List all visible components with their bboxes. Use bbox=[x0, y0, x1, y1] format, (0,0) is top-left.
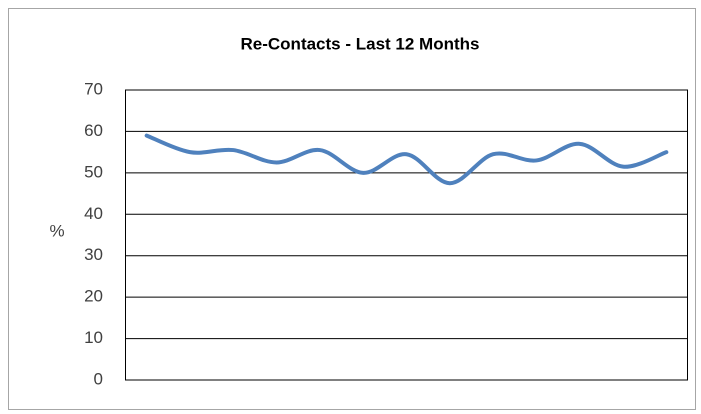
y-tick-label: 60 bbox=[84, 121, 103, 140]
chart-title: Re-Contacts - Last 12 Months bbox=[241, 34, 480, 53]
y-axis-label: % bbox=[49, 221, 64, 240]
y-tick-label: 50 bbox=[84, 162, 103, 181]
y-tick-label: 0 bbox=[94, 369, 103, 388]
y-tick-label: 70 bbox=[84, 79, 103, 98]
y-tick-label: 20 bbox=[84, 287, 103, 306]
y-tick-label: 30 bbox=[84, 245, 103, 264]
y-tick-label: 10 bbox=[84, 328, 103, 347]
y-tick-label: 40 bbox=[84, 204, 103, 223]
chart-border bbox=[8, 8, 696, 410]
line bbox=[144, 133, 669, 186]
